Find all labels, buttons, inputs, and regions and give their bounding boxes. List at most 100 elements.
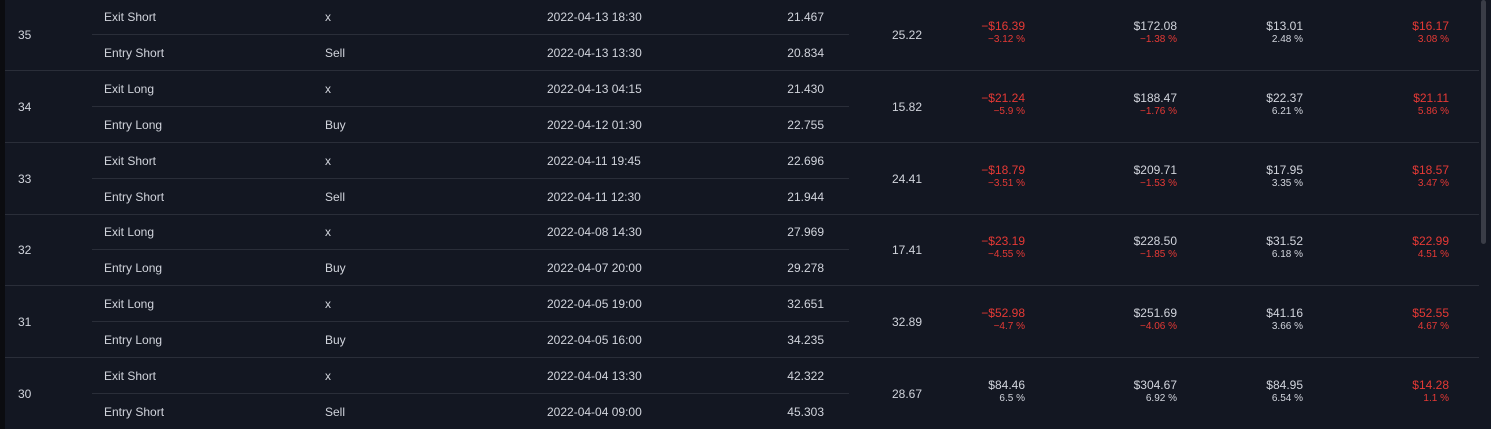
profit-cell: −$21.24 −5.9 % <box>905 91 1025 118</box>
trade-signal: x <box>325 82 331 96</box>
trade-datetime: 2022-04-11 19:45 <box>547 154 641 168</box>
profit-value: −$21.24 <box>981 91 1025 105</box>
trade-signal: x <box>325 297 331 311</box>
trade-type: Entry Long <box>104 333 163 347</box>
drawdown-value: $52.55 <box>1412 306 1449 320</box>
trade-signal: x <box>325 369 331 383</box>
profit-cell: −$16.39 −3.12 % <box>905 19 1025 46</box>
run-up-value: $22.37 <box>1266 91 1303 105</box>
drawdown-percent: 4.67 % <box>1417 321 1449 332</box>
run-up-percent: 3.35 % <box>1271 178 1303 189</box>
run-up-percent: 3.66 % <box>1271 321 1303 332</box>
trade-price: 21.430 <box>787 82 824 96</box>
drawdown-value: $16.17 <box>1412 19 1449 33</box>
drawdown-value: $22.99 <box>1412 234 1449 248</box>
trade-type: Exit Long <box>104 297 155 311</box>
entry-row: Entry Long Buy 2022-04-05 16:00 34.235 <box>92 322 849 358</box>
trade-signal: Sell <box>325 190 346 204</box>
trade-type: Entry Short <box>104 405 165 419</box>
profit-value: −$23.19 <box>981 234 1025 248</box>
trade-datetime: 2022-04-05 16:00 <box>547 333 642 347</box>
row-separator <box>5 214 1479 215</box>
entry-row: Entry Short Sell 2022-04-13 13:30 20.834 <box>92 35 849 71</box>
trade-number: 35 <box>18 28 32 42</box>
run-up-value: $84.95 <box>1266 378 1303 392</box>
profit-cell: −$23.19 −4.55 % <box>905 234 1025 261</box>
profit-cell: −$18.79 −3.51 % <box>905 163 1025 190</box>
trade-signal: x <box>325 225 331 239</box>
exit-row: Exit Long x 2022-04-08 14:30 27.969 <box>92 214 849 250</box>
drawdown-cell: $21.11 5.86 % <box>1329 91 1449 118</box>
profit-value: −$16.39 <box>981 19 1025 33</box>
trade-row[interactable]: 31 Exit Long x 2022-04-05 19:00 32.651 E… <box>5 286 1479 358</box>
entry-row: Entry Short Sell 2022-04-04 09:00 45.303 <box>92 394 849 429</box>
run-up-value: $31.52 <box>1266 234 1303 248</box>
contracts: 25.22 <box>891 28 922 42</box>
trade-type: Exit Short <box>104 10 157 24</box>
cum-profit-value: $172.08 <box>1133 19 1177 33</box>
trade-datetime: 2022-04-13 04:15 <box>547 82 642 96</box>
contracts: 28.67 <box>891 387 922 401</box>
profit-cell: −$52.98 −4.7 % <box>905 306 1025 333</box>
cum-profit-percent: −4.06 % <box>1140 321 1177 332</box>
trade-price: 42.322 <box>787 369 824 383</box>
exit-row: Exit Short x 2022-04-11 19:45 22.696 <box>92 143 849 179</box>
profit-percent: −5.9 % <box>993 106 1025 117</box>
cum-profit-percent: 6.92 % <box>1145 393 1177 404</box>
scrollbar-thumb[interactable] <box>1481 0 1486 244</box>
trade-datetime: 2022-04-05 19:00 <box>547 297 642 311</box>
trade-datetime: 2022-04-11 12:30 <box>547 190 641 204</box>
trade-number: 33 <box>18 172 32 186</box>
trade-signal: Buy <box>325 118 346 132</box>
run-up-percent: 6.54 % <box>1271 393 1303 404</box>
trade-type: Entry Long <box>104 118 163 132</box>
run-up-percent: 6.18 % <box>1271 249 1303 260</box>
trade-signal: Buy <box>325 261 346 275</box>
trade-datetime: 2022-04-04 13:30 <box>547 369 642 383</box>
trade-type: Exit Long <box>104 82 155 96</box>
drawdown-cell: $18.57 3.47 % <box>1329 163 1449 190</box>
trade-type: Entry Long <box>104 261 163 275</box>
trade-row[interactable]: 34 Exit Long x 2022-04-13 04:15 21.430 E… <box>5 71 1479 143</box>
trade-type: Exit Short <box>104 369 157 383</box>
trade-price: 29.278 <box>787 261 824 275</box>
run-up-cell: $41.16 3.66 % <box>1183 306 1303 333</box>
profit-cell: $84.46 6.5 % <box>905 378 1025 405</box>
trade-number: 32 <box>18 243 32 257</box>
trade-price: 21.944 <box>787 190 824 204</box>
cum-profit-value: $228.50 <box>1133 234 1177 248</box>
trade-price: 45.303 <box>787 405 824 419</box>
trade-signal: Sell <box>325 405 346 419</box>
exit-row: Exit Long x 2022-04-13 04:15 21.430 <box>92 71 849 107</box>
run-up-cell: $17.95 3.35 % <box>1183 163 1303 190</box>
profit-value: −$52.98 <box>981 306 1025 320</box>
trade-row[interactable]: 32 Exit Long x 2022-04-08 14:30 27.969 E… <box>5 214 1479 286</box>
trade-row[interactable]: 33 Exit Short x 2022-04-11 19:45 22.696 … <box>5 143 1479 215</box>
trade-number: 30 <box>18 387 32 401</box>
run-up-cell: $13.01 2.48 % <box>1183 19 1303 46</box>
trade-datetime: 2022-04-08 14:30 <box>547 225 642 239</box>
exit-row: Exit Short x 2022-04-13 18:30 21.467 <box>92 0 849 35</box>
trade-price: 21.467 <box>787 10 824 24</box>
entry-row: Entry Long Buy 2022-04-07 20:00 29.278 <box>92 250 849 286</box>
run-up-percent: 6.21 % <box>1271 106 1303 117</box>
profit-percent: −3.51 % <box>988 178 1025 189</box>
drawdown-percent: 3.08 % <box>1417 34 1449 45</box>
drawdown-percent: 3.47 % <box>1417 178 1449 189</box>
cum-profit-value: $304.67 <box>1133 378 1177 392</box>
drawdown-cell: $52.55 4.67 % <box>1329 306 1449 333</box>
run-up-cell: $31.52 6.18 % <box>1183 234 1303 261</box>
profit-percent: −3.12 % <box>988 34 1025 45</box>
cum-profit-percent: −1.38 % <box>1140 34 1177 45</box>
trade-price: 22.755 <box>787 118 824 132</box>
drawdown-cell: $14.28 1.1 % <box>1329 378 1449 405</box>
trade-price: 32.651 <box>787 297 824 311</box>
run-up-value: $13.01 <box>1266 19 1303 33</box>
trade-row[interactable]: 30 Exit Short x 2022-04-04 13:30 42.322 … <box>5 358 1479 429</box>
trade-row[interactable]: 35 Exit Short x 2022-04-13 18:30 21.467 … <box>5 0 1479 71</box>
run-up-value: $41.16 <box>1266 306 1303 320</box>
cum-profit-cell: $188.47 −1.76 % <box>1057 91 1177 118</box>
entry-row: Entry Long Buy 2022-04-12 01:30 22.755 <box>92 107 849 143</box>
trade-number: 31 <box>18 315 32 329</box>
trade-datetime: 2022-04-13 18:30 <box>547 10 642 24</box>
